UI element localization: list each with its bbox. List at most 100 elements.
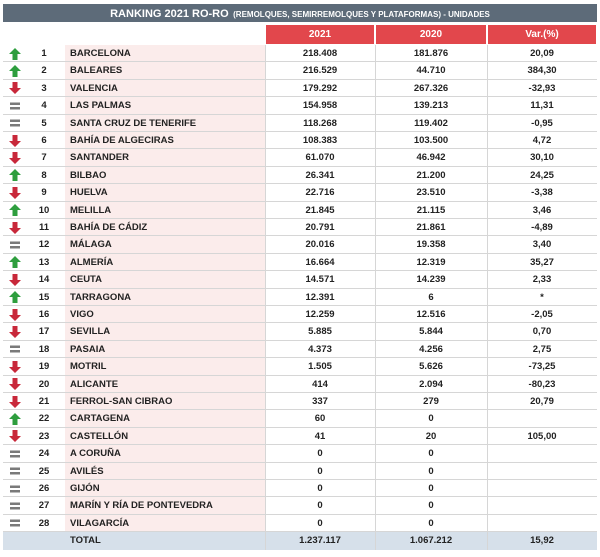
name-column-bg xyxy=(65,45,265,533)
rank: 28 xyxy=(38,517,50,529)
value-var: 3,46 xyxy=(532,204,552,216)
port-name: CASTELLÓN xyxy=(70,430,129,442)
value-var xyxy=(487,515,597,532)
value-y2021: 0 xyxy=(317,517,323,529)
port-name: MÁLAGA xyxy=(70,239,112,251)
value-y2021: 0 xyxy=(317,483,323,494)
column-header: 2021 xyxy=(266,25,374,44)
row-separator xyxy=(3,165,597,167)
value-var: 20,79 xyxy=(530,396,554,407)
value-y2020: 14.239 xyxy=(416,274,446,286)
value-y2020: 119.402 xyxy=(414,117,448,129)
trend-icon-up xyxy=(9,64,21,77)
port-name: HUELVA xyxy=(70,187,108,199)
port-name: MOTRIL xyxy=(70,361,107,373)
value-var: 105,00 xyxy=(527,430,557,442)
port-name: FERROL-SAN CIBRAO xyxy=(70,396,173,407)
trend-icon-equal xyxy=(10,467,20,475)
rank: 4 xyxy=(41,100,47,112)
row-separator xyxy=(3,218,597,219)
value-y2020: 6 xyxy=(428,291,434,303)
value-y2021: 0 xyxy=(317,465,323,477)
value-var xyxy=(487,480,597,497)
value-var: 35,27 xyxy=(530,256,554,268)
value-y2021: 216.529 xyxy=(302,65,338,77)
total-y2021: 1.237.117 xyxy=(299,535,341,547)
trend-icon-down xyxy=(9,378,21,391)
value-y2020: 12.319 xyxy=(416,256,446,268)
value-y2020: 279 xyxy=(423,396,439,407)
trend-icon-equal xyxy=(10,119,20,127)
port-name: BAHÍA DE CÁDIZ xyxy=(70,222,148,233)
column-separator xyxy=(265,45,266,551)
value-y2020: 21.115 xyxy=(416,204,446,216)
port-name: MELILLA xyxy=(70,204,112,216)
row-separator xyxy=(3,148,597,150)
value-y2020: 23.510 xyxy=(416,187,446,199)
row-separator xyxy=(3,78,597,80)
total-label: TOTAL xyxy=(70,535,101,547)
row-separator xyxy=(3,392,597,393)
value-y2020: 12.516 xyxy=(416,309,446,320)
value-var: 384,30 xyxy=(527,65,557,77)
value-y2021: 414 xyxy=(312,378,328,390)
value-var xyxy=(487,445,597,462)
trend-icon-down xyxy=(9,360,21,373)
value-y2020: 181.876 xyxy=(413,48,449,59)
port-name: SANTANDER xyxy=(70,152,129,164)
column-header: 2020 xyxy=(376,25,486,44)
row-separator xyxy=(3,252,597,254)
value-y2021: 337 xyxy=(312,396,328,407)
subtitle: (REMOLQUES, SEMIRREMOLQUES Y PLATAFORMAS… xyxy=(233,10,490,19)
port-name: A CORUÑA xyxy=(70,448,121,460)
value-y2021: 14.571 xyxy=(305,274,335,286)
trend-icon-down xyxy=(9,221,21,234)
value-var: -0,95 xyxy=(531,117,553,129)
row-separator xyxy=(3,287,597,289)
value-y2020: 46.942 xyxy=(416,152,446,164)
value-var: -80,23 xyxy=(528,378,556,390)
row-separator xyxy=(3,479,597,480)
port-name: AVILÉS xyxy=(70,465,104,477)
rank: 25 xyxy=(38,465,50,477)
port-name: ALICANTE xyxy=(70,378,119,390)
trend-icon-up xyxy=(9,291,21,304)
rank: 18 xyxy=(38,343,50,355)
trend-icon-equal xyxy=(10,345,20,353)
row-separator xyxy=(3,200,597,202)
port-name: LAS PALMAS xyxy=(70,100,132,112)
row-separator xyxy=(3,531,597,533)
column-separator xyxy=(375,45,376,551)
port-name: MARÍN Y RÍA DE PONTEVEDRA xyxy=(70,500,213,512)
value-y2020: 103.500 xyxy=(413,135,449,146)
value-y2020: 5.844 xyxy=(419,326,443,338)
trend-icon-down xyxy=(9,430,21,443)
port-name: SANTA CRUZ DE TENERIFE xyxy=(70,117,197,129)
port-name: TARRAGONA xyxy=(70,291,132,303)
value-var: -3,38 xyxy=(531,187,553,199)
rank: 17 xyxy=(38,326,50,338)
value-var: -2,05 xyxy=(531,309,553,320)
row-separator xyxy=(3,183,597,185)
value-y2020: 2.094 xyxy=(419,378,443,390)
port-name: BALEARES xyxy=(70,65,123,77)
value-y2020: 139.213 xyxy=(413,100,449,112)
value-y2020: 21.200 xyxy=(416,169,446,181)
rank: 12 xyxy=(38,239,50,251)
trend-icon-up xyxy=(9,47,21,60)
value-var: 30,10 xyxy=(530,152,554,164)
trend-icon-equal xyxy=(10,519,20,527)
value-y2021: 179.292 xyxy=(302,82,338,94)
value-y2021: 20.791 xyxy=(305,222,335,233)
total-bg xyxy=(3,532,597,551)
value-var: 2,33 xyxy=(532,274,552,286)
rank: 3 xyxy=(41,82,47,94)
rank: 26 xyxy=(38,483,50,494)
row-separator xyxy=(3,270,597,272)
port-name: VILAGARCÍA xyxy=(70,517,130,529)
rank: 21 xyxy=(38,396,50,407)
value-var: 11,31 xyxy=(530,100,554,112)
value-y2021: 5.885 xyxy=(308,326,332,338)
value-y2021: 4.373 xyxy=(308,343,332,355)
trend-icon-equal xyxy=(10,241,20,249)
